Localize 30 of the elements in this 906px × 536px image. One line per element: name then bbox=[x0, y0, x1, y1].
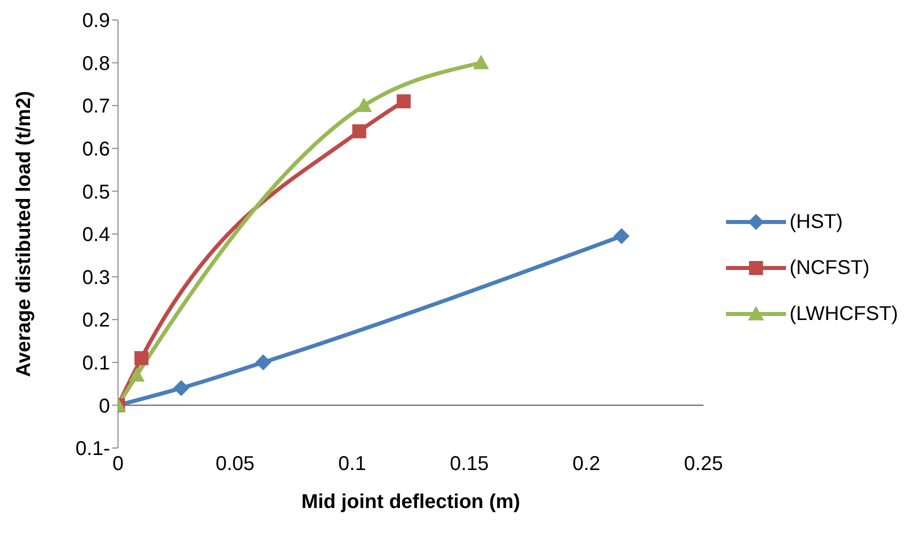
point bbox=[173, 380, 190, 396]
point bbox=[473, 54, 490, 70]
x-tick-label: 0.05 bbox=[216, 453, 255, 476]
y-tick-label: 0.8 bbox=[82, 52, 110, 75]
x-axis-title: Mid joint deflection (m) bbox=[301, 491, 520, 513]
x-tick-label: 0.1 bbox=[338, 453, 366, 476]
y-tick-label: 0.6 bbox=[82, 138, 110, 160]
point bbox=[352, 124, 366, 138]
y-tick-label: 0.5 bbox=[82, 181, 110, 204]
y-tick-label: 0.7 bbox=[82, 96, 110, 118]
y-axis-title: Average distibuted load (t/m2) bbox=[13, 91, 36, 377]
point bbox=[255, 354, 272, 370]
x-tick-label: 0.2 bbox=[572, 453, 600, 476]
legend-label: (HST) bbox=[790, 210, 843, 234]
y-tick-label: 0.2 bbox=[82, 310, 110, 332]
point bbox=[134, 351, 148, 366]
x-tick-label: 0 bbox=[112, 453, 124, 476]
y-tick-label: 0.1- bbox=[76, 438, 110, 460]
point bbox=[396, 94, 411, 108]
y-tick-label: 0.4 bbox=[82, 224, 110, 246]
legend-label: (LWHCFST) bbox=[790, 302, 898, 326]
y-tick-label: 0.3 bbox=[82, 266, 110, 289]
point bbox=[614, 228, 630, 244]
y-tick-label: 0.9 bbox=[82, 10, 110, 32]
x-tick-label: 0.25 bbox=[684, 453, 723, 476]
legend-label: (NCFST) bbox=[790, 256, 870, 280]
point bbox=[128, 367, 145, 382]
x-tick-label: 0.15 bbox=[450, 453, 489, 476]
y-tick-label: 0 bbox=[98, 395, 110, 418]
y-tick-label: 0.1 bbox=[82, 352, 110, 374]
